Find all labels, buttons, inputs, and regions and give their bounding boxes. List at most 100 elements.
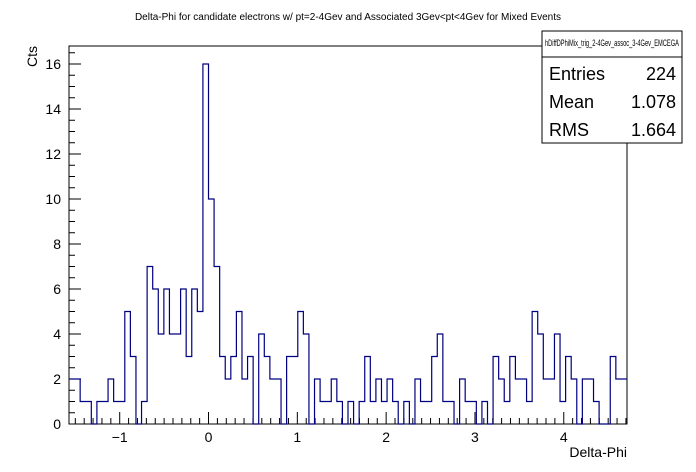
- histogram-bin: [114, 402, 120, 425]
- histogram-bin: [197, 312, 203, 425]
- histogram-bin: [86, 402, 92, 425]
- histogram-bin: [504, 402, 510, 425]
- histogram-bin: [186, 357, 192, 425]
- histogram-bin: [192, 289, 198, 424]
- histogram-bin: [610, 357, 616, 425]
- histogram-bin: [432, 357, 438, 425]
- histogram-bin: [437, 334, 443, 424]
- histogram-bin: [448, 402, 454, 425]
- histogram-outline: [69, 63, 627, 425]
- histogram-bin: [80, 402, 86, 425]
- y-tick-label: 8: [53, 236, 61, 252]
- histogram-bin: [315, 379, 321, 424]
- histogram-series: [69, 63, 627, 425]
- y-tick-label: 2: [53, 371, 61, 387]
- y-tick-label: 4: [53, 326, 61, 342]
- histogram-bin: [415, 379, 421, 424]
- histogram-bin: [471, 402, 477, 425]
- histogram-bin: [236, 312, 242, 425]
- histogram-bin: [248, 357, 254, 425]
- histogram-bin: [225, 379, 231, 424]
- x-tick-label: 3: [471, 429, 479, 445]
- stats-box: hDiffDPhiMix_trig_2-4Gev_assoc_3-4Gev_EM…: [541, 30, 683, 144]
- histogram-bin: [582, 379, 588, 424]
- histogram-bin: [376, 379, 382, 424]
- histogram-bin: [594, 402, 600, 425]
- histogram-bin: [521, 379, 527, 424]
- histogram-bin: [616, 379, 622, 424]
- histogram-bin: [203, 64, 209, 424]
- histogram-bin: [270, 379, 276, 424]
- histogram-bin: [231, 357, 237, 425]
- histogram-bin: [214, 267, 220, 425]
- histogram-bin: [499, 379, 505, 424]
- histogram-bin: [298, 312, 304, 425]
- histogram-bin: [108, 379, 114, 424]
- histogram-bin: [404, 402, 410, 425]
- histogram-bin: [532, 312, 538, 425]
- histogram-bin: [259, 334, 265, 424]
- histogram-bin: [560, 402, 566, 425]
- x-axis-label: Delta-Phi: [569, 444, 627, 460]
- histogram-bin: [482, 402, 488, 425]
- stats-mean-label: Mean: [549, 92, 594, 112]
- histogram-bin: [538, 334, 544, 424]
- y-tick-label: 14: [45, 101, 61, 117]
- histogram-bin: [554, 334, 560, 424]
- histogram-bin: [460, 379, 466, 424]
- histogram-bin: [527, 402, 533, 425]
- histogram-bin: [130, 357, 136, 425]
- histogram-bin: [220, 357, 226, 425]
- histogram-bin: [181, 289, 187, 424]
- stats-entries-value: 224: [646, 64, 676, 84]
- histogram-bin: [125, 312, 131, 425]
- chart-title: Delta-Phi for candidate electrons w/ pt=…: [135, 12, 561, 23]
- y-tick-label: 12: [45, 146, 61, 162]
- x-tick-label: 4: [560, 429, 568, 445]
- histogram-bin: [287, 357, 293, 425]
- histogram-bin: [365, 357, 371, 425]
- stats-histogram-name: hDiffDPhiMix_trig_2-4Gev_assoc_3-4Gev_EM…: [545, 38, 679, 48]
- histogram-bin: [493, 357, 499, 425]
- histogram-bin: [543, 379, 549, 424]
- histogram-bin: [571, 379, 577, 424]
- y-tick-label: 0: [53, 416, 61, 432]
- histogram-bin: [164, 289, 170, 424]
- stats-box-frame: [541, 30, 683, 144]
- histogram-bin: [153, 289, 159, 424]
- histogram-bin: [621, 379, 627, 424]
- histogram-bin: [242, 379, 248, 424]
- histogram-bin: [147, 267, 153, 425]
- histogram-bin: [588, 379, 594, 424]
- stats-mean-value: 1.078: [631, 92, 676, 112]
- y-tick-label: 6: [53, 281, 61, 297]
- histogram-bin: [387, 379, 393, 424]
- histogram-bin: [566, 357, 572, 425]
- stats-rms-label: RMS: [549, 120, 589, 140]
- x-tick-label: −1: [112, 429, 128, 445]
- histogram-bin: [264, 357, 270, 425]
- x-tick-label: 1: [293, 429, 301, 445]
- histogram-bin: [158, 334, 164, 424]
- histogram-bin: [549, 379, 555, 424]
- histogram-bin: [443, 402, 449, 425]
- histogram-bin: [320, 402, 326, 425]
- histogram-bin: [510, 357, 516, 425]
- y-tick-label: 10: [45, 191, 61, 207]
- histogram-bin: [75, 379, 81, 424]
- histogram-bin: [209, 199, 215, 424]
- x-tick-label: 2: [382, 429, 390, 445]
- stats-entries-label: Entries: [549, 64, 605, 84]
- y-tick-label: 16: [45, 56, 61, 72]
- histogram-bin: [275, 379, 281, 424]
- histogram-bin: [102, 402, 108, 425]
- histogram-bin: [169, 334, 175, 424]
- x-tick-label: 0: [205, 429, 213, 445]
- histogram-bin: [326, 402, 332, 425]
- histogram-bin: [303, 334, 309, 424]
- histogram-bin: [175, 334, 181, 424]
- histogram-bin: [370, 402, 376, 425]
